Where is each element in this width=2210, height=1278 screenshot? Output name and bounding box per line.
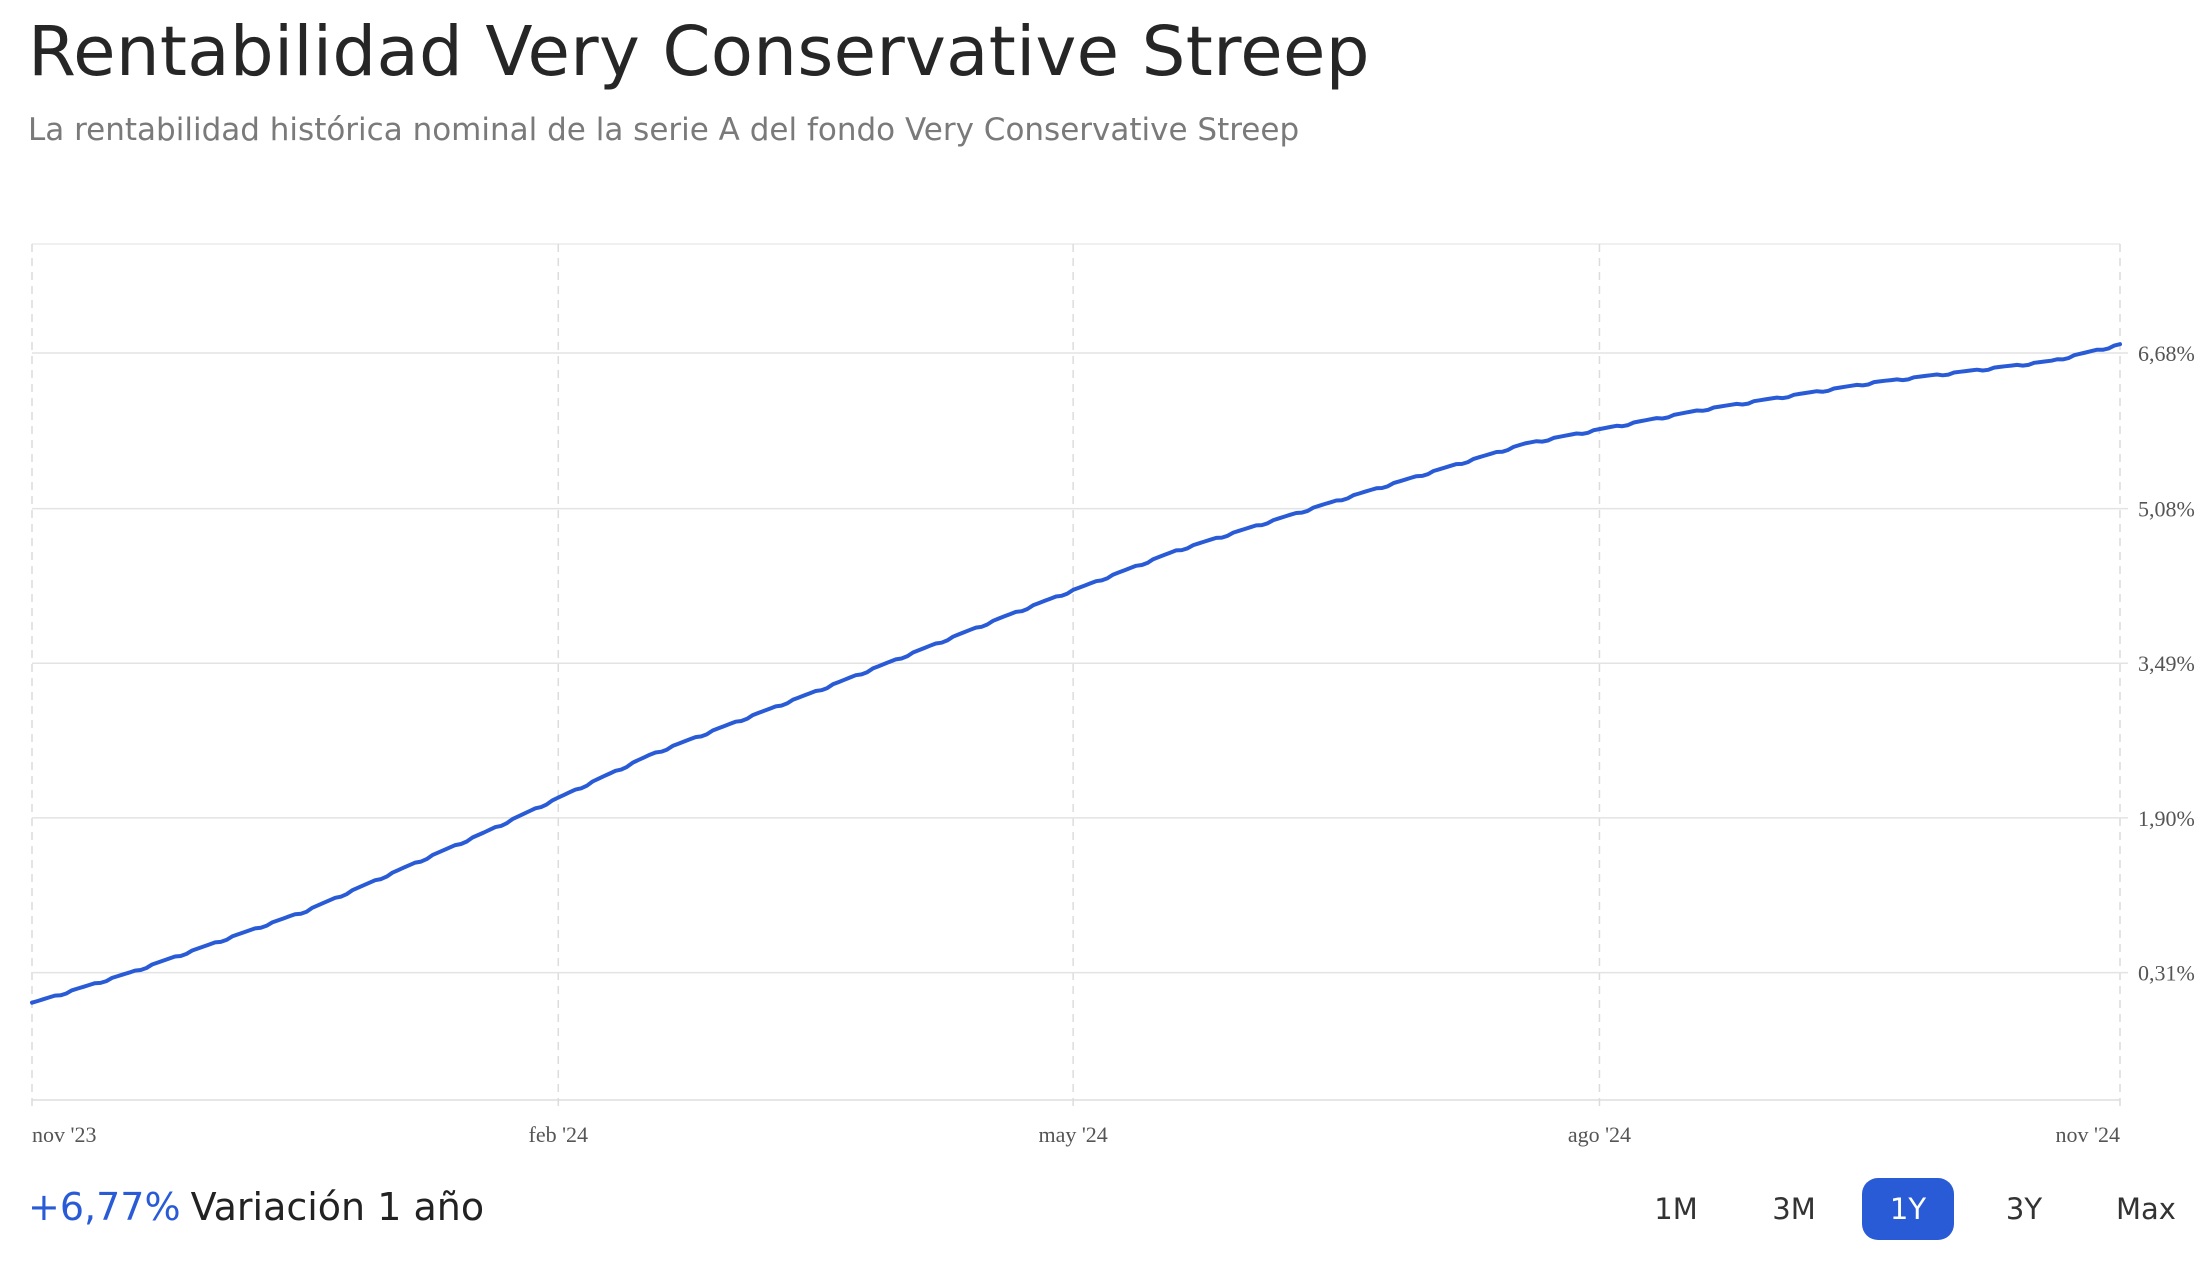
page-title: Rentabilidad Very Conservative Streep	[28, 12, 1370, 92]
range-max-button[interactable]: Max	[2116, 1192, 2176, 1226]
range-3m-button[interactable]: 3M	[1772, 1192, 1816, 1226]
range-selector: 1M 3M 1Y 3Y Max	[1610, 1178, 2210, 1240]
yearly-change-value: +6,77%	[28, 1185, 181, 1229]
y-tick-label: 5,08%	[2138, 497, 2195, 522]
x-tick-label: nov '24	[2056, 1122, 2120, 1147]
y-tick-label: 1,90%	[2138, 806, 2195, 831]
x-tick-label: ago '24	[1568, 1122, 1631, 1147]
y-tick-label: 0,31%	[2138, 961, 2195, 986]
returns-line-chart: nov '23 feb '24 may '24 ago '24 nov '24 0,31%…	[30, 243, 2195, 1147]
returns-series-line	[30, 342, 2122, 1005]
y-tick-label: 6,68%	[2138, 341, 2195, 366]
range-3y-button[interactable]: 3Y	[2005, 1192, 2043, 1226]
x-tick-label: may '24	[1038, 1122, 1107, 1147]
x-tick-label: feb '24	[529, 1122, 589, 1147]
y-tick-label: 3,49%	[2138, 651, 2195, 676]
yearly-change: +6,77% Variación 1 año	[28, 1185, 484, 1229]
range-1y-button[interactable]: 1Y	[1862, 1178, 1954, 1240]
page-subtitle: La rentabilidad histórica nominal de la …	[28, 112, 1300, 148]
x-tick-label: nov '23	[32, 1122, 96, 1147]
yearly-change-label: Variación 1 año	[190, 1185, 485, 1229]
range-1m-button[interactable]: 1M	[1654, 1192, 1698, 1226]
